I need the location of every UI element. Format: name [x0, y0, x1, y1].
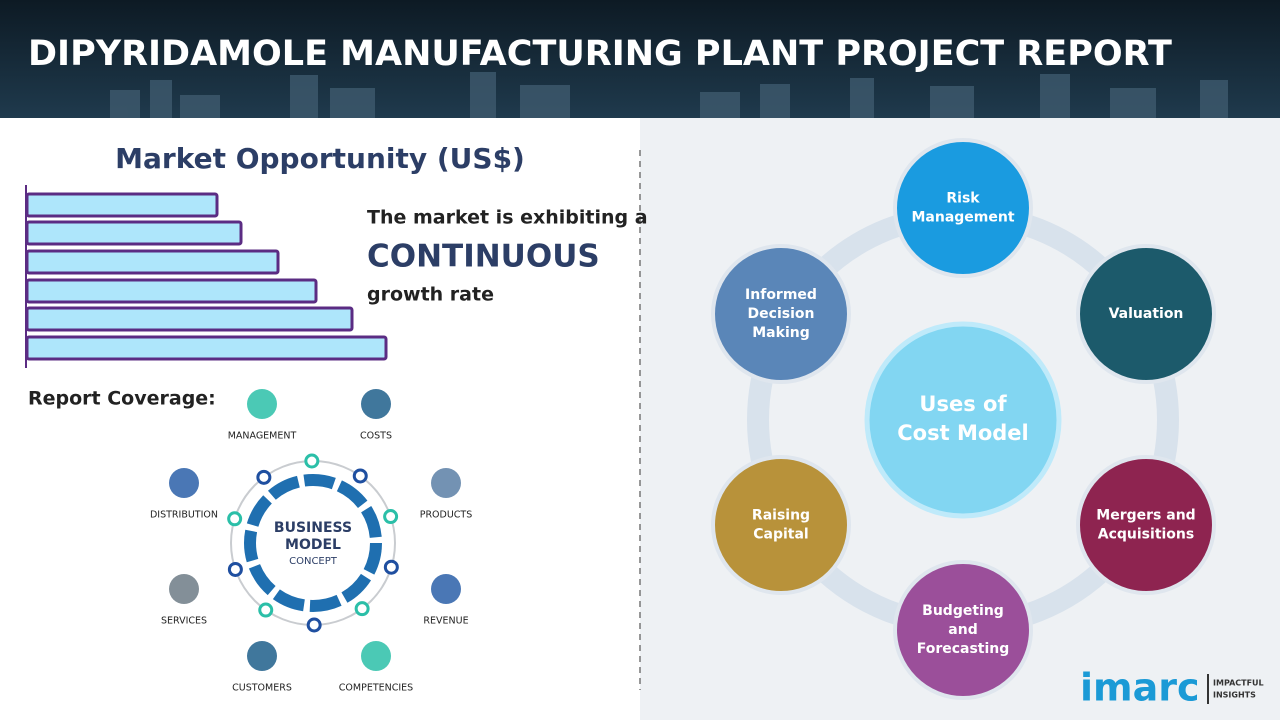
- uses-node: [893, 560, 1033, 700]
- coverage-label: SERVICES: [161, 616, 207, 627]
- market-text: growth rate: [367, 284, 494, 306]
- uses-node-label: Acquisitions: [1098, 527, 1194, 543]
- uses-node-label: Decision: [748, 306, 815, 322]
- coverage-icon: [431, 574, 461, 604]
- uses-node: [711, 244, 851, 384]
- uses-node-label: Informed: [745, 287, 817, 303]
- coverage-label: PRODUCTS: [420, 510, 473, 521]
- market-emphasis: CONTINUOUS: [367, 239, 600, 275]
- coverage-icon: [431, 468, 461, 498]
- uses-node: [711, 455, 851, 595]
- uses-node-label: Risk: [946, 191, 980, 207]
- ring-dot: [227, 511, 243, 527]
- ring-dot: [304, 453, 320, 469]
- ring-dot: [383, 509, 399, 525]
- coverage-icon: [169, 574, 199, 604]
- illustrative-bars: [25, 192, 388, 361]
- concept-text: MODEL: [285, 537, 341, 553]
- logo-tagline: IMPACTFUL: [1213, 679, 1264, 688]
- coverage-label: COMPETENCIES: [339, 683, 413, 694]
- ring-dot: [383, 559, 399, 575]
- logo-brand: imarc: [1080, 666, 1200, 710]
- uses-node: [1076, 244, 1216, 384]
- logo-tagline: INSIGHTS: [1213, 691, 1256, 700]
- uses-node: [1076, 455, 1216, 595]
- market-text: The market is exhibiting a: [367, 207, 648, 229]
- ring-dot: [306, 617, 322, 633]
- ring-dot: [352, 468, 368, 484]
- ring-dot: [354, 601, 370, 617]
- skyline: [110, 72, 1228, 118]
- concept-ring-inner: [244, 474, 382, 612]
- coverage-items: MANAGEMENT COSTS DISTRIBUTION PRODUCTS SERVI…: [150, 389, 472, 694]
- coverage-label: DISTRIBUTION: [150, 510, 218, 521]
- coverage-label: COSTS: [360, 431, 392, 442]
- coverage-icon: [361, 641, 391, 671]
- uses-node-label: Valuation: [1109, 306, 1184, 322]
- coverage-icon: [169, 468, 199, 498]
- uses-node: [893, 138, 1033, 278]
- concept-text: BUSINESS: [274, 520, 352, 536]
- uses-node-label: Forecasting: [917, 641, 1010, 657]
- page-title: DIPYRIDAMOLE MANUFACTURING PLANT PROJECT…: [28, 34, 1172, 74]
- ring-dot: [227, 561, 243, 577]
- ring-dot: [256, 469, 272, 485]
- coverage-label: REVENUE: [423, 616, 468, 627]
- uses-node-label: Mergers and: [1096, 508, 1195, 524]
- uses-node-label: Making: [752, 325, 809, 341]
- uses-node-label: Management: [911, 210, 1014, 226]
- coverage-label: CUSTOMERS: [232, 683, 292, 694]
- coverage-icon: [361, 389, 391, 419]
- concept-text: CONCEPT: [289, 556, 338, 567]
- uses-node-label: Capital: [753, 527, 808, 543]
- concept-core: [263, 493, 363, 593]
- uses-nodes: Risk Management Valuation Mergers and Acquis…: [711, 138, 1216, 700]
- uses-center-text: Cost Model: [897, 421, 1029, 445]
- coverage-icon: [247, 641, 277, 671]
- coverage-heading: Report Coverage:: [28, 388, 216, 410]
- ring-dot: [258, 602, 274, 618]
- coverage-icon: [247, 389, 277, 419]
- uses-node-label: Budgeting: [922, 603, 1004, 619]
- market-heading: Market Opportunity (US$): [115, 142, 525, 175]
- uses-center: [864, 321, 1062, 519]
- uses-center-text: Uses of: [919, 392, 1007, 416]
- coverage-label: MANAGEMENT: [228, 431, 297, 442]
- uses-node-label: and: [948, 622, 977, 638]
- uses-node-label: Raising: [752, 508, 810, 524]
